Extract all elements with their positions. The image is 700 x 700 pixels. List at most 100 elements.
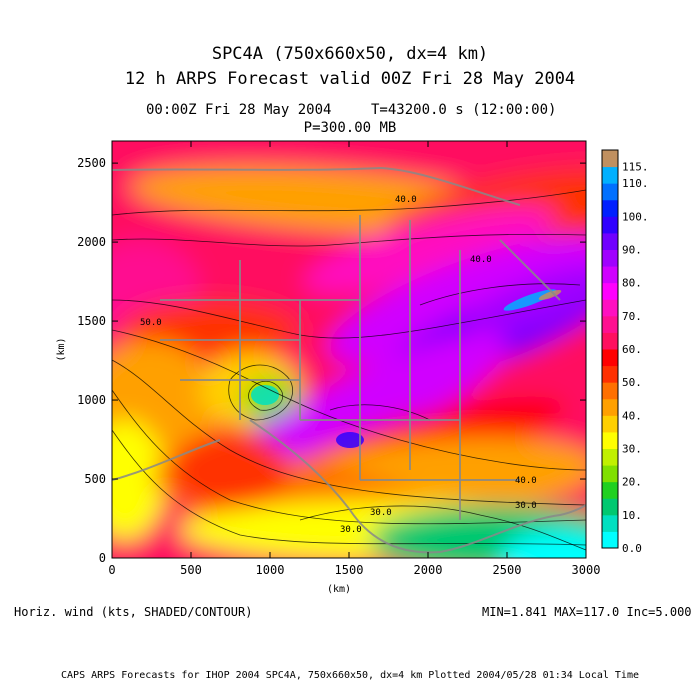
colorbar-bin-23 <box>602 150 618 168</box>
boundary-line-10 <box>249 419 441 554</box>
colorbar-bin-12 <box>602 332 618 350</box>
colorbar-bin-22 <box>602 166 618 184</box>
boundary-line-15 <box>499 239 561 301</box>
field-feature-1 <box>251 385 279 405</box>
state-boundaries <box>112 167 586 554</box>
boundary-line-11 <box>439 504 586 553</box>
wind-speed-field <box>112 141 586 558</box>
field-blob-14 <box>252 332 508 468</box>
contour-line-11 <box>329 404 431 421</box>
colorbar-bin-17 <box>602 249 618 267</box>
field-feature-0 <box>503 289 557 311</box>
field-blob-4 <box>328 236 586 364</box>
contour-line-4 <box>112 359 586 506</box>
colorbar-bin-0 <box>602 531 618 549</box>
x-tick-label-4: 2000 <box>414 563 443 577</box>
x-tick-label-2: 1000 <box>256 563 285 577</box>
field-blob-21 <box>170 430 290 510</box>
colorbar-bin-5 <box>602 448 618 466</box>
y-axis-label: (km) <box>56 337 67 361</box>
y-tick-label-5: 2500 <box>77 156 106 170</box>
colorbar-label-5: 50. <box>622 376 642 389</box>
colorbar-label-3: 30. <box>622 443 642 456</box>
y-tick-label-3: 1500 <box>77 314 106 328</box>
x-tick-label-0: 0 <box>108 563 115 577</box>
colorbar-legend: 0.0 10. 20. 30. 40. 50. 60. 70. 80. 90. 100. 110. 11… <box>601 149 649 555</box>
contour-line-8 <box>228 364 293 421</box>
valid-time: 00:00Z Fri 28 May 2004 <box>146 102 332 118</box>
contour-label-6: 30.0 <box>340 525 362 535</box>
boundary-line-1 <box>379 167 521 206</box>
colorbar-label-2: 20. <box>622 476 642 489</box>
colorbar-bin-6 <box>602 431 618 449</box>
colorbar-bin-19 <box>602 216 618 234</box>
colorbar-bin-3 <box>602 481 618 499</box>
colorbar-bin-21 <box>602 183 618 201</box>
colorbar-bin-2 <box>602 498 618 516</box>
colorbar-label-0: 0.0 <box>622 542 642 555</box>
contour-label-3: 40.0 <box>470 255 492 265</box>
boundary-line-0 <box>112 167 381 171</box>
colorbar-label-9: 90. <box>622 244 642 257</box>
colorbar-bin-18 <box>602 232 618 250</box>
colorbar-label-4: 40. <box>622 409 642 422</box>
colorbar-bin-14 <box>602 299 618 317</box>
contour-label-2: 30.0 <box>370 508 392 518</box>
colorbar-bin-4 <box>602 465 618 483</box>
chart-title: SPC4A (750x660x50, dx=4 km) <box>211 44 489 64</box>
x-tick-label-3: 1500 <box>335 563 364 577</box>
colorbar-bin-8 <box>602 398 618 416</box>
colorbar-label-1: 10. <box>622 509 642 522</box>
colorbar-label-12: 115. <box>622 161 649 174</box>
contour-line-2 <box>112 299 586 339</box>
colorbar-frame <box>601 149 619 549</box>
colorbar-bin-10 <box>602 365 618 383</box>
x-axis: 0 500 1000 1500 2000 2500 3000 (km) <box>108 141 600 595</box>
colorbar-bin-9 <box>602 382 618 400</box>
contour-line-5 <box>112 389 586 525</box>
plot-credit: CAPS ARPS Forecasts for IHOP 2004 SPC4A,… <box>61 670 639 681</box>
x-tick-label-5: 2500 <box>493 563 522 577</box>
colorbar-label-8: 80. <box>622 277 642 290</box>
chart-subtitle: 12 h ARPS Forecast valid 00Z Fri 28 May … <box>124 69 576 89</box>
y-tick-label-2: 1000 <box>77 393 106 407</box>
contour-label-0: 40.0 <box>395 195 417 205</box>
colorbar-bin-13 <box>602 315 618 333</box>
boundary-line-12 <box>112 439 221 481</box>
y-axis: 0 500 1000 1500 2000 2500 (km) <box>56 156 586 565</box>
colorbar-bin-11 <box>602 349 618 367</box>
contour-label-5: 30.0 <box>515 501 537 511</box>
colorbar-bin-20 <box>602 199 618 217</box>
contour-line-0 <box>112 189 586 216</box>
colorbar-label-11: 110. <box>622 177 649 190</box>
colorbar-label-10: 100. <box>622 210 649 223</box>
colorbar-bin-15 <box>602 282 618 300</box>
colorbar-label-7: 70. <box>622 310 642 323</box>
y-tick-label-1: 500 <box>84 472 106 486</box>
wind-contours <box>112 189 586 551</box>
x-axis-label: (km) <box>327 584 351 595</box>
contour-label-4: 40.0 <box>515 476 537 486</box>
contour-line-9 <box>248 380 284 411</box>
x-tick-label-1: 500 <box>180 563 202 577</box>
contour-labels: 40.0 50.0 30.0 40.0 40.0 30.0 30.0 <box>140 195 537 535</box>
field-blob-10 <box>112 420 165 540</box>
field-feature-2 <box>336 432 364 448</box>
colorbar-bin-16 <box>602 266 618 284</box>
colorbar-bin-1 <box>602 514 618 532</box>
field-blob-0 <box>112 141 586 195</box>
pressure-level: P=300.00 MB <box>303 120 397 136</box>
colorbar-label-6: 60. <box>622 343 642 356</box>
colorbar-bin-7 <box>602 415 618 433</box>
contour-line-3 <box>112 329 586 471</box>
contour-line-7 <box>299 505 586 551</box>
contour-label-1: 50.0 <box>140 318 162 328</box>
y-tick-label-4: 2000 <box>77 235 106 249</box>
y-tick-label-0: 0 <box>99 551 106 565</box>
field-blob-3 <box>304 206 556 294</box>
field-feature-3 <box>538 290 562 300</box>
field-statistics: MIN=1.841 MAX=117.0 Inc=5.000 <box>482 605 692 619</box>
forecast-time: T=43200.0 s (12:00:00) <box>371 102 557 118</box>
x-tick-label-6: 3000 <box>572 563 601 577</box>
contour-line-1 <box>112 233 586 247</box>
